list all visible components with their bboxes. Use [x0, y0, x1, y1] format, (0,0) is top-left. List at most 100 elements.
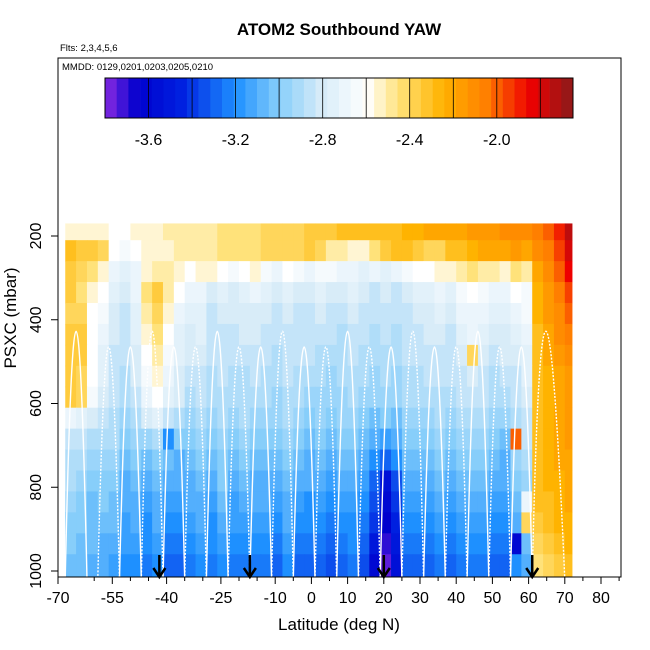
heatmap-cell [467, 470, 479, 492]
heatmap-cell [206, 428, 218, 450]
heatmap-cell [76, 223, 88, 241]
heatmap-cell [325, 240, 338, 262]
heatmap-cell [358, 449, 370, 471]
heatmap-cell [239, 449, 251, 471]
heatmap-cell [412, 303, 425, 325]
heatmap-cell [249, 282, 262, 304]
heatmap-cell [173, 470, 186, 492]
heatmap-cell [141, 407, 153, 430]
heatmap-cell [195, 365, 207, 388]
x-tick-label: -40 [155, 590, 178, 607]
colorbar-segment [280, 78, 293, 118]
heatmap-cell [347, 554, 359, 578]
heatmap-cell [141, 223, 153, 241]
heatmap-cell [162, 261, 175, 283]
heatmap-cell [97, 223, 110, 241]
heatmap-cell [564, 407, 573, 430]
heatmap-cell [130, 282, 142, 304]
heatmap-cell [206, 303, 218, 325]
heatmap-cell [184, 344, 196, 367]
heatmap-cell [521, 470, 533, 492]
heatmap-cell [271, 386, 283, 409]
heatmap-cell [141, 449, 153, 471]
heatmap-cell [391, 282, 403, 304]
heatmap-cell [173, 344, 186, 367]
heatmap-cell [347, 512, 359, 534]
heatmap-cell [391, 261, 403, 283]
profile-line [270, 330, 294, 580]
heatmap-cell [195, 223, 207, 241]
heatmap-cell [206, 554, 218, 578]
heatmap-cell [97, 323, 110, 346]
heatmap-cell [488, 261, 501, 283]
heatmap-cell [543, 554, 555, 578]
heatmap-cell [217, 282, 229, 304]
heatmap-cell [412, 323, 425, 346]
heatmap-cell [152, 261, 164, 283]
heatmap-cell [325, 282, 338, 304]
colorbar-segment [467, 78, 480, 118]
heatmap-cell [325, 533, 338, 555]
heatmap-cell [543, 449, 555, 471]
heatmap-cell [152, 554, 164, 578]
heatmap-cell [206, 261, 218, 283]
heatmap-cell [445, 323, 457, 346]
heatmap-cell [380, 428, 392, 450]
heatmap-cell [173, 533, 186, 555]
heatmap-cell [499, 491, 511, 513]
heatmap-cell [260, 533, 272, 555]
heatmap-cell [358, 554, 370, 578]
heatmap-cell [271, 533, 283, 555]
heatmap-cell [477, 554, 490, 578]
heatmap-cell [239, 365, 251, 388]
heatmap-cell [532, 449, 544, 471]
heatmap-cell [119, 449, 131, 471]
heatmap-cell [423, 344, 435, 367]
heatmap-cell [228, 533, 240, 555]
heatmap-cell [76, 282, 88, 304]
profile-line [466, 330, 490, 580]
heatmap-cell [206, 533, 218, 555]
heatmap-cell [532, 407, 544, 430]
heatmap-cell [228, 428, 240, 450]
heatmap-cell [553, 323, 566, 346]
heatmap-cell [477, 491, 490, 513]
heatmap-cell [228, 240, 240, 262]
heatmap-cell [391, 554, 403, 578]
heatmap-cell [271, 491, 283, 513]
heatmap-cell [564, 491, 573, 513]
heatmap-cell [293, 261, 305, 283]
heatmap-cell [152, 365, 164, 388]
heatmap-cell [162, 470, 175, 492]
heatmap-cell [412, 512, 425, 534]
heatmap-cell [260, 261, 272, 283]
colorbar-segment [385, 78, 398, 118]
colorbar-segment [303, 78, 316, 118]
heatmap-cell [380, 491, 392, 513]
x-tick-label: -10 [264, 590, 287, 607]
heatmap-cell [249, 344, 262, 367]
heatmap-cell [141, 282, 153, 304]
heatmap-cell [304, 303, 316, 325]
colorbar-segment [116, 78, 129, 118]
heatmap-cell [543, 386, 555, 409]
heatmap-cell [423, 428, 435, 450]
heatmap-cell [260, 223, 272, 241]
profile-line [227, 346, 251, 580]
heatmap-cell [271, 407, 283, 430]
colorbar-segment [549, 78, 562, 118]
heatmap-cell [369, 470, 381, 492]
heatmap-cell [173, 223, 186, 241]
heatmap-cell [499, 554, 511, 578]
heatmap-cell [336, 407, 348, 430]
heatmap-cell [477, 470, 490, 492]
heatmap-cell [76, 428, 88, 450]
heatmap-cell [152, 303, 164, 325]
heatmap-cell [293, 365, 305, 388]
heatmap-cell [86, 407, 99, 430]
heatmap-cell [271, 223, 283, 241]
heatmap-cell [217, 512, 229, 534]
x-axis-label: Latitude (deg N) [278, 615, 400, 634]
heatmap-cell [217, 303, 229, 325]
heatmap-cell [304, 512, 316, 534]
